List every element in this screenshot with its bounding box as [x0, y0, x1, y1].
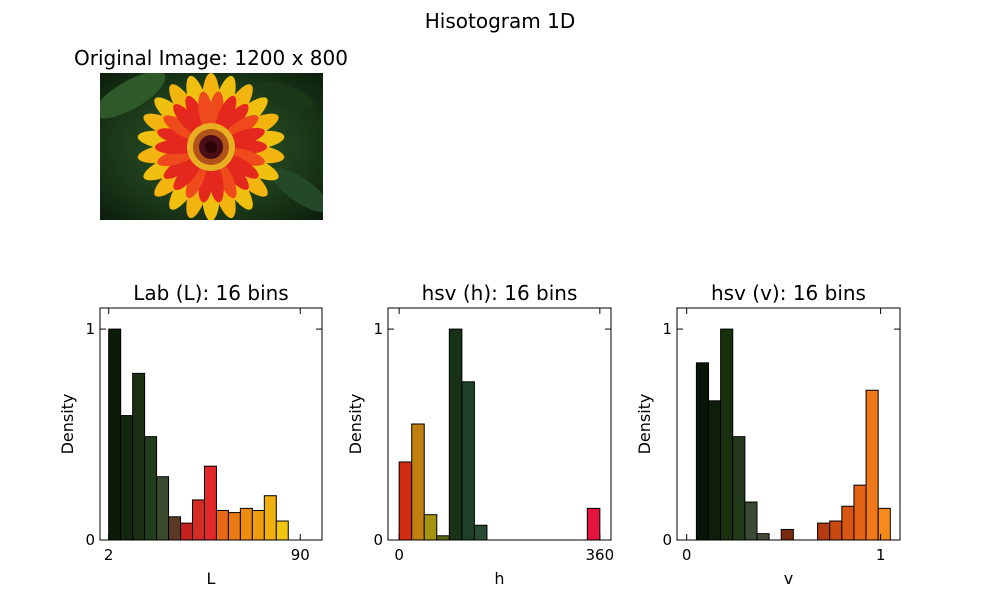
- x-tick-label: 2: [104, 546, 114, 564]
- histogram-bar: [841, 505, 855, 541]
- histogram-bar: [168, 516, 182, 541]
- histogram-bar: [180, 522, 194, 541]
- petal: [215, 161, 237, 199]
- y-axis-label: Density: [58, 394, 77, 455]
- histogram-bar: [239, 507, 253, 541]
- petal: [173, 158, 202, 191]
- histogram-bar: [275, 520, 289, 541]
- y-tick-label: 1: [662, 320, 672, 338]
- histogram-bar: [780, 528, 794, 541]
- petal: [198, 91, 214, 132]
- histogram-bar: [436, 535, 450, 541]
- x-axis-label: v: [784, 569, 793, 588]
- x-tick-label: 0: [394, 546, 404, 564]
- panel-title: Lab (L): 16 bins: [133, 281, 288, 305]
- image-title: Original Image: 1200 x 800: [74, 46, 348, 70]
- histogram-bar: [132, 372, 146, 541]
- histogram-bar: [203, 465, 217, 541]
- y-tick-label: 1: [85, 320, 95, 338]
- petal: [224, 115, 259, 140]
- histogram-bar: [586, 507, 601, 541]
- figure-suptitle: Hisotogram 1D: [425, 9, 575, 33]
- panel-title: hsv (v): 16 bins: [711, 281, 866, 305]
- petal: [220, 103, 249, 136]
- petal: [173, 104, 202, 136]
- petal: [226, 148, 265, 166]
- histogram-bar: [720, 328, 734, 541]
- histogram-bar: [877, 507, 891, 541]
- histogram-bar: [732, 436, 746, 541]
- histogram-bar: [398, 461, 413, 541]
- axes-frame: [387, 307, 612, 541]
- y-axis-label: Density: [635, 394, 654, 455]
- histogram-panel: Lab (L): 16 bins 2 90 0 1 L Density: [58, 281, 323, 588]
- x-tick-label: 1: [876, 546, 886, 564]
- petal: [157, 128, 196, 146]
- histogram-bar: [156, 476, 170, 541]
- petal: [215, 95, 237, 133]
- petal: [163, 154, 198, 179]
- histogram-bar: [448, 328, 463, 541]
- y-tick-label: 1: [373, 320, 383, 338]
- histogram-bar: [411, 423, 425, 541]
- petal: [185, 95, 207, 133]
- x-tick-label: 360: [586, 546, 615, 564]
- histogram-bar: [263, 495, 277, 541]
- histogram-bar: [120, 415, 134, 541]
- histogram-panel: hsv (v): 16 bins 0 1 0 1 v Density: [635, 281, 901, 588]
- histogram-bar: [695, 362, 710, 541]
- histogram-bar: [144, 436, 158, 541]
- y-tick-label: 0: [373, 531, 383, 549]
- histogram-bar: [756, 533, 770, 541]
- petal: [163, 115, 198, 140]
- petal: [220, 158, 249, 190]
- x-axis-label: h: [494, 569, 504, 588]
- histogram-bar: [108, 328, 122, 541]
- histogram-bar: [461, 381, 475, 541]
- panel-title: hsv (h): 16 bins: [422, 281, 578, 305]
- petal: [224, 154, 259, 179]
- histogram-bar: [865, 389, 879, 541]
- histogram-bar: [708, 400, 722, 541]
- x-tick-label: 90: [291, 546, 310, 564]
- histogram-bar: [227, 512, 241, 541]
- y-axis-label: Density: [346, 394, 365, 455]
- y-tick-label: 0: [662, 531, 672, 549]
- histogram-bar: [192, 499, 205, 541]
- petal: [185, 161, 207, 199]
- x-tick-label: 0: [682, 546, 692, 564]
- axes-frame: [99, 307, 323, 541]
- histogram-bar: [251, 509, 265, 541]
- histogram-bar: [829, 520, 843, 541]
- original-image: [100, 73, 323, 220]
- x-axis-label: L: [207, 569, 216, 588]
- histogram-bar: [215, 509, 229, 541]
- histogram-panel: hsv (h): 16 bins 0 360 0 1 h Density: [346, 281, 614, 588]
- histogram-bar: [473, 524, 488, 541]
- histogram-bar: [853, 484, 867, 541]
- axes-frame: [676, 307, 901, 541]
- histogram-bar: [744, 501, 758, 541]
- histogram-bar: [423, 514, 438, 541]
- histogram-bar: [817, 522, 831, 541]
- y-tick-label: 0: [85, 531, 95, 549]
